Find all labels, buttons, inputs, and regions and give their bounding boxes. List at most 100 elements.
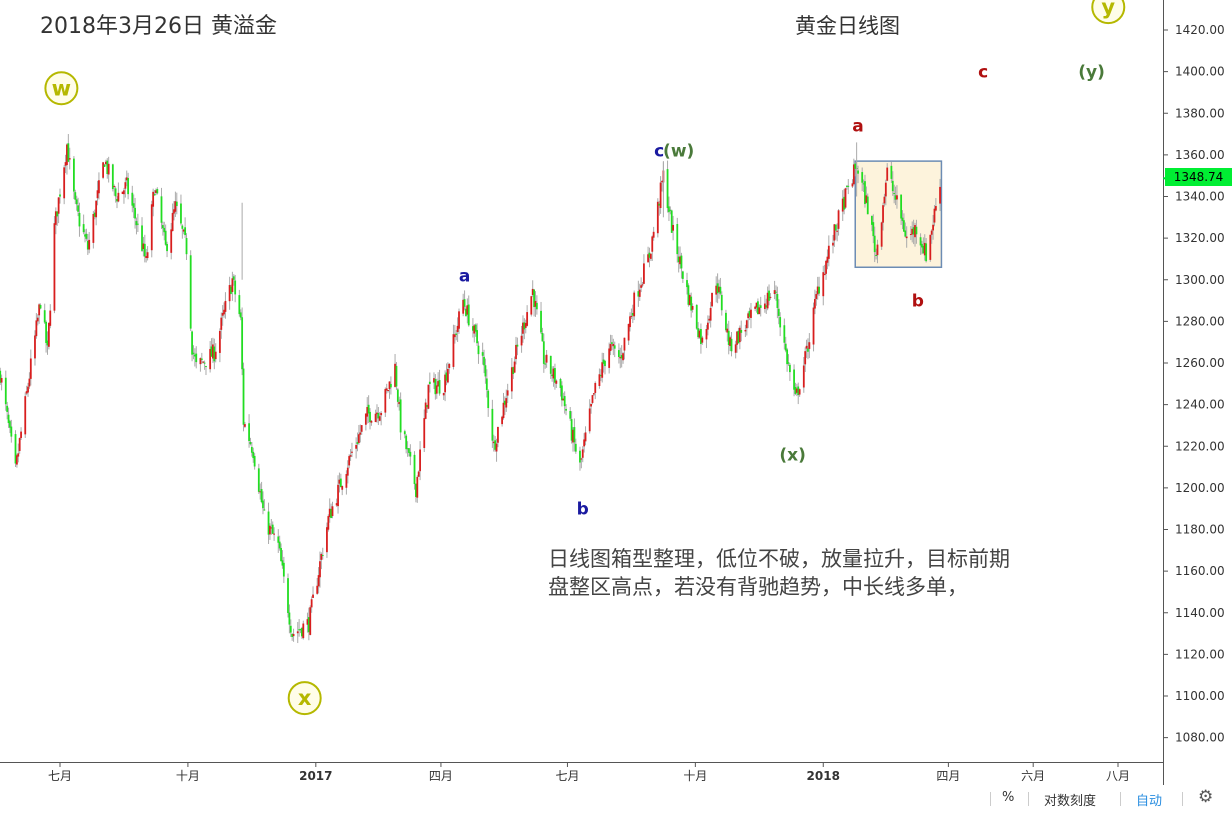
candle-up [836,230,839,232]
candle-down [631,312,634,316]
y-tick-label: 1240.00 [1175,398,1225,412]
candle-down [648,252,651,258]
candle-down [900,194,903,219]
candle-down [356,442,359,444]
candle-up [29,358,32,379]
wave-label: a [852,117,863,137]
candle-down [205,365,207,367]
y-tick-label: 1220.00 [1175,439,1225,453]
candle-up [24,396,27,435]
candle-down [690,296,693,311]
candle-up [448,363,451,368]
candle-up [319,561,321,578]
candle-down [477,345,480,355]
candle-down [301,628,303,637]
candle-up [95,200,98,218]
y-tick-label: 1260.00 [1175,356,1225,370]
auto-scale-toggle[interactable]: 自动 [1136,794,1163,809]
candle-up [182,229,185,232]
candle-up [823,273,826,276]
y-tick-label: 1180.00 [1175,523,1225,537]
candle-up [306,619,309,625]
candle-down [875,254,877,256]
candle-down [181,225,184,229]
candle-down [891,180,894,192]
candle-up [302,623,305,639]
candle-up [755,302,758,308]
candle-down [84,234,86,237]
candle-down [677,256,680,263]
candle-up [259,491,262,493]
candle-up [851,183,854,187]
candle-up [580,458,583,460]
candle-up [844,188,847,208]
candle-up [729,337,732,346]
candle-down [210,346,213,357]
consolidation-box[interactable] [854,160,943,269]
candle-up [0,378,3,383]
candle-down [281,560,284,566]
candle-down [512,367,515,375]
candle-up [745,320,748,329]
candle-up [35,320,38,337]
candle-up [34,335,36,359]
candle-up [142,243,145,250]
candle-up [647,254,649,263]
candle-down [86,240,89,250]
candle-down [367,404,370,414]
candle-up [155,190,157,193]
candle-up [736,331,738,345]
price-chart[interactable]: 1080.00 1100.00 1120.00 1140.00 1160.00 1180.… [0,0,1232,785]
candle-down [116,198,118,202]
candle-down [164,230,167,245]
candle-up [515,344,517,360]
candle-down [396,389,399,402]
candle-up [661,181,663,183]
candle-up [378,416,381,421]
candle-up [152,191,155,207]
candle-up [309,607,312,635]
candle-up [331,506,334,517]
candle-up [526,312,529,326]
candle-down [438,380,441,394]
candle-down [408,448,410,453]
candle-down [339,478,342,488]
candle-down [9,421,11,428]
candle-down [43,310,46,323]
candle-up [884,182,887,197]
log-scale-toggle[interactable]: 对数刻度 [1044,794,1097,809]
x-tick-label: 六月 [1021,769,1045,783]
x-tick-label: 七月 [48,769,72,783]
candle-down [686,280,688,288]
candle-up [883,196,886,204]
candle-down [834,224,837,231]
candle-up [808,342,811,349]
candle-down [563,396,566,407]
candle-down [737,330,740,344]
candle-down [620,355,623,359]
candle-up [312,594,314,598]
candle-down [191,331,193,355]
candle-down [540,310,542,333]
candle-up [502,402,505,419]
candle-down [573,427,576,443]
candle-up [88,239,91,250]
candle-up [530,296,533,315]
candle-up [466,305,469,315]
candle-down [484,365,487,377]
candle-up [905,236,908,239]
candle-up [744,329,747,332]
candle-down [111,164,114,190]
wave-label: (y) [1078,63,1105,83]
candle-up [896,195,898,200]
chart-bottom-toolbar: % 对数刻度 自动 ⚙ [0,785,1232,813]
candle-up [914,225,916,238]
candle-up [27,386,29,393]
candle-up [473,325,476,334]
gear-icon[interactable]: ⚙ [1198,787,1214,807]
percent-toggle[interactable]: % [1002,790,1015,805]
candle-down [185,238,188,255]
candle-up [852,164,855,185]
candle-down [234,280,237,295]
candle-down [232,276,235,280]
